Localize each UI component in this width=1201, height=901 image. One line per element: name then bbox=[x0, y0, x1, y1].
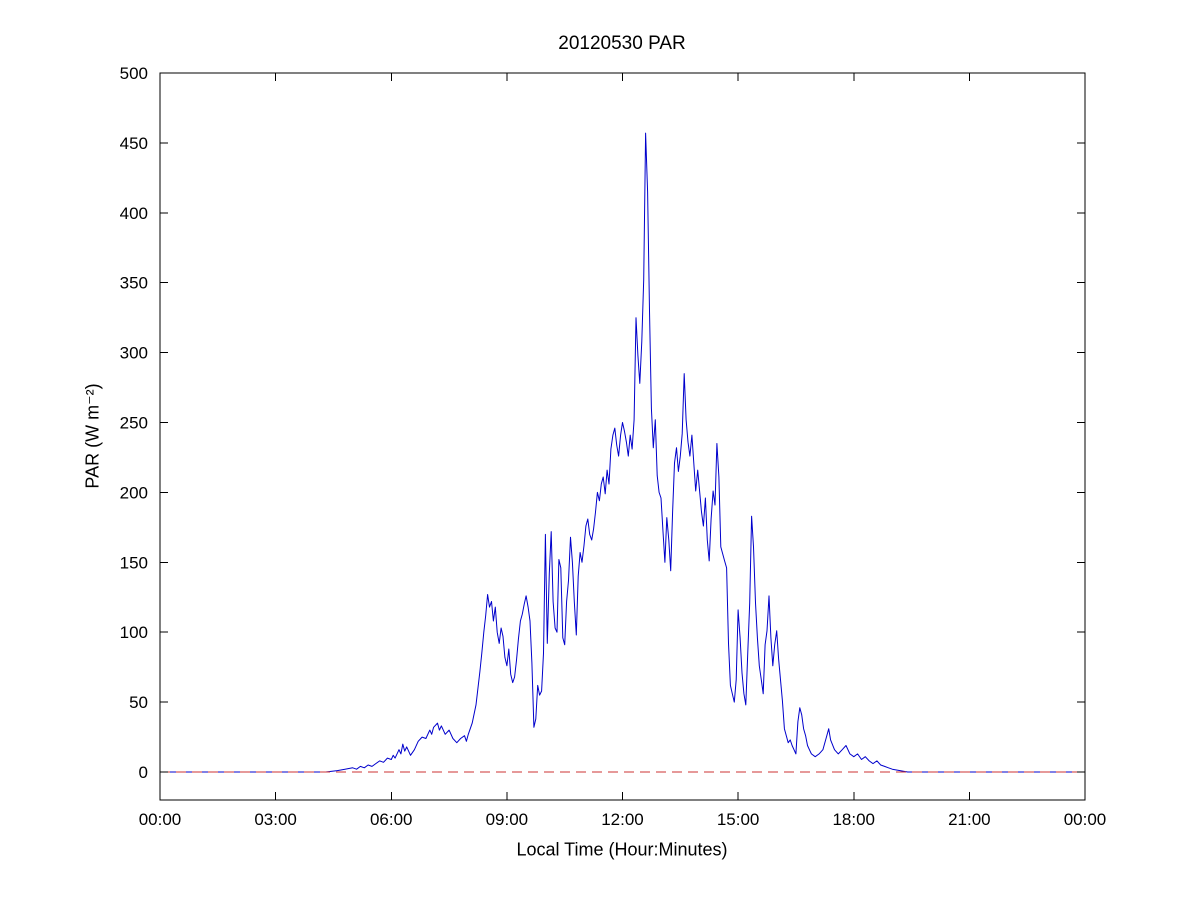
y-tick-label: 300 bbox=[120, 344, 148, 363]
y-tick-label: 200 bbox=[120, 483, 148, 502]
y-tick-label: 400 bbox=[120, 204, 148, 223]
y-axis-ticks: 0 50 100 150 200 250 300 350 400 450 500 bbox=[120, 64, 1085, 782]
y-tick-label: 150 bbox=[120, 553, 148, 572]
x-tick-label: 06:00 bbox=[370, 810, 413, 829]
y-tick-label: 100 bbox=[120, 623, 148, 642]
x-axis-ticks: 00:00 03:00 06:00 09:00 12:00 15:00 18:00 21:00… bbox=[139, 73, 1107, 829]
plot-box bbox=[159, 72, 1086, 801]
y-tick-label: 50 bbox=[129, 693, 148, 712]
y-tick-label: 500 bbox=[120, 64, 148, 83]
x-tick-label: 12:00 bbox=[601, 810, 644, 829]
x-tick-label: 18:00 bbox=[832, 810, 875, 829]
y-tick-label: 350 bbox=[120, 274, 148, 293]
x-tick-label: 09:00 bbox=[486, 810, 529, 829]
par-series-line bbox=[160, 132, 1085, 773]
x-axis-label: Local Time (Hour:Minutes) bbox=[516, 839, 728, 860]
x-tick-label: 15:00 bbox=[717, 810, 760, 829]
x-tick-label: 00:00 bbox=[1064, 810, 1107, 829]
y-axis-label: PAR (W m⁻²) bbox=[82, 383, 103, 489]
x-tick-label: 21:00 bbox=[948, 810, 991, 829]
y-tick-label: 250 bbox=[120, 414, 148, 433]
y-tick-label: 0 bbox=[139, 763, 148, 782]
y-tick-label: 450 bbox=[120, 134, 148, 153]
chart-title: 20120530 PAR bbox=[558, 33, 686, 54]
x-tick-label: 03:00 bbox=[254, 810, 297, 829]
x-tick-label: 00:00 bbox=[139, 810, 182, 829]
